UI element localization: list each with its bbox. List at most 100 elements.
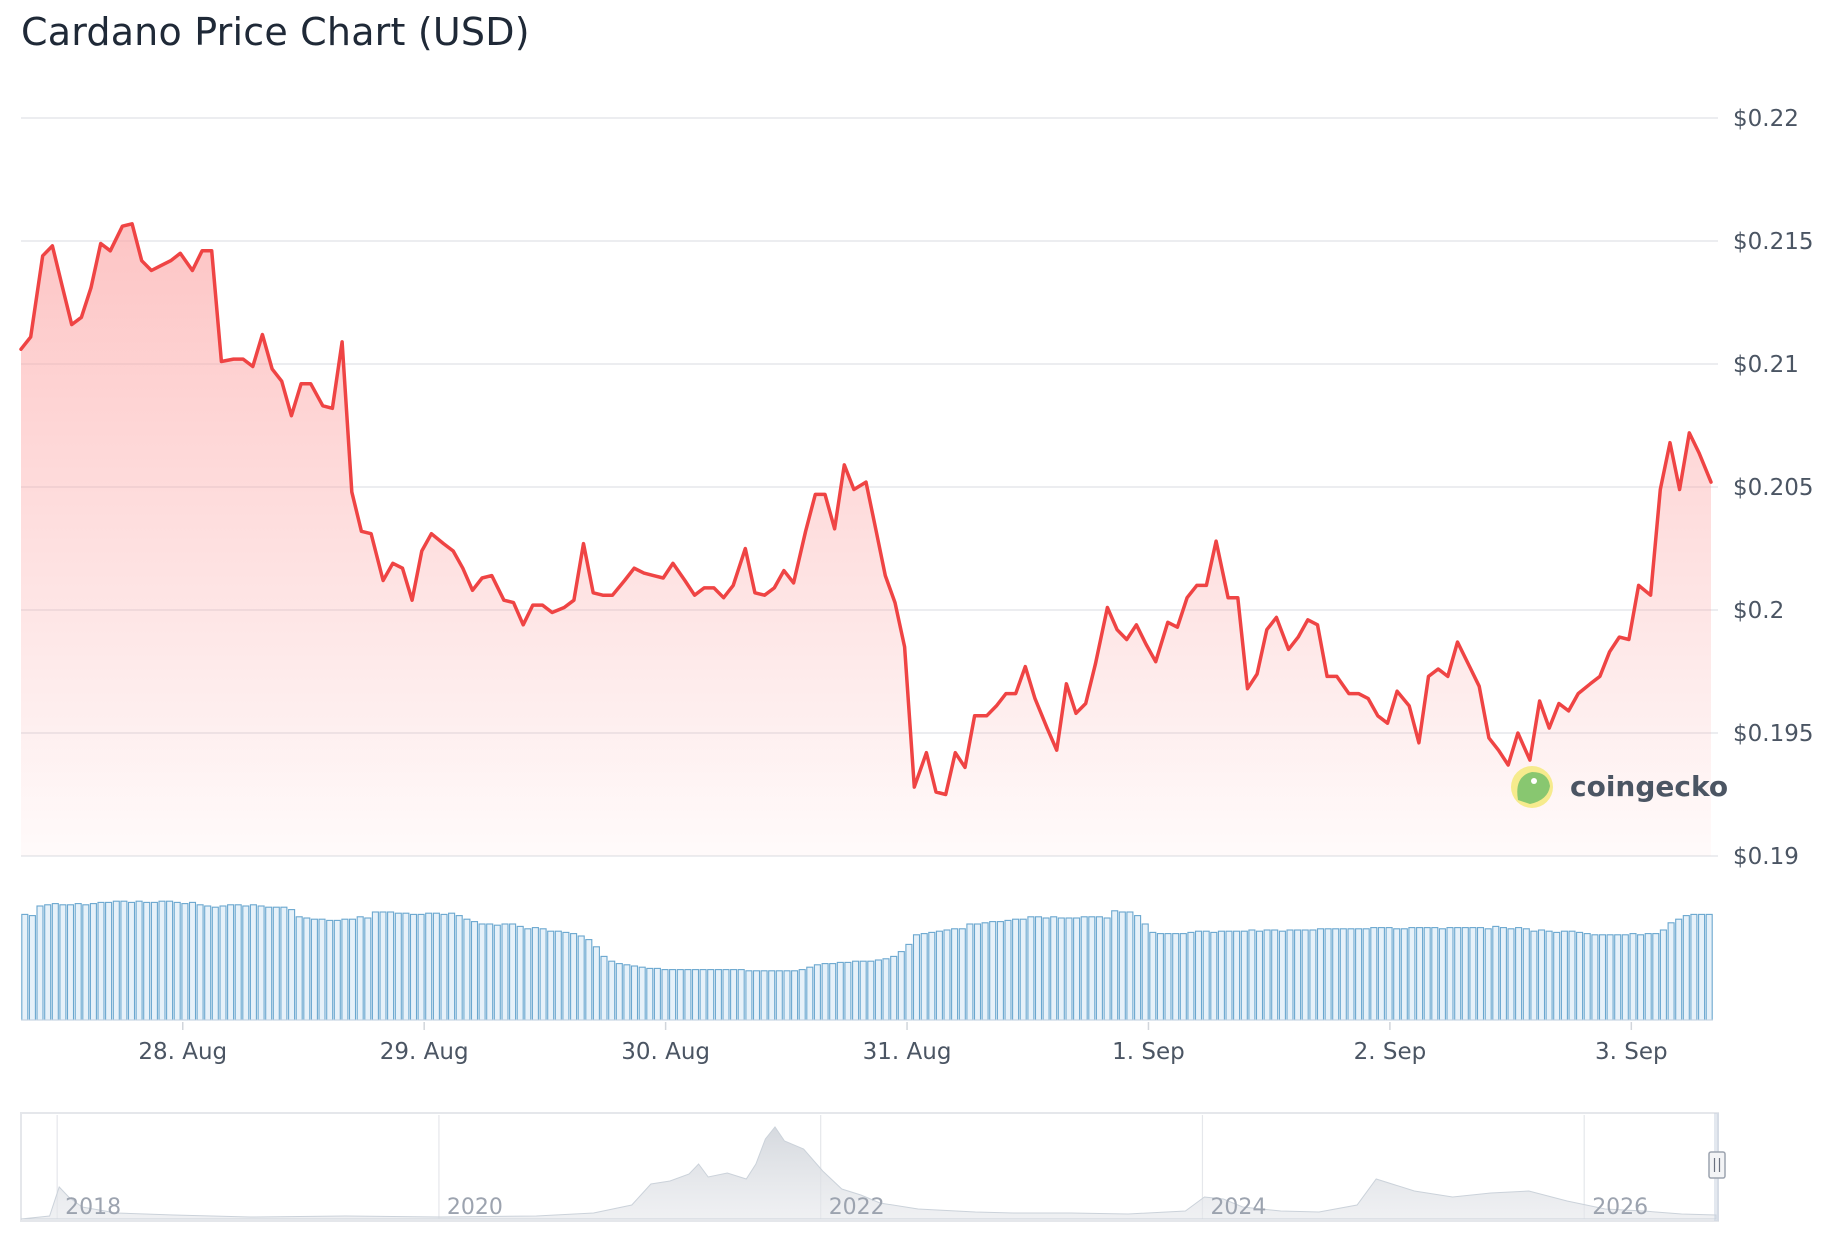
volume-bar — [775, 970, 783, 1021]
navigator-year-label: 2018 — [65, 1195, 121, 1220]
volume-bar — [897, 951, 905, 1021]
volume-bar — [280, 906, 288, 1021]
volume-bar — [1644, 933, 1652, 1021]
volume-bar — [1194, 930, 1203, 1021]
volume-bar — [394, 912, 402, 1021]
volume-bar — [448, 912, 456, 1021]
volume-bar — [973, 923, 982, 1021]
volume-bar — [1255, 930, 1264, 1021]
volume-bar — [1431, 927, 1439, 1021]
volume-bar — [1690, 913, 1698, 1021]
volume-bar — [661, 969, 669, 1021]
volume-bar — [676, 969, 684, 1021]
navigator-handle[interactable] — [1708, 1151, 1726, 1179]
volume-bar — [242, 905, 250, 1021]
volume-bar — [1012, 918, 1020, 1021]
volume-bar — [1240, 930, 1248, 1021]
volume-bar — [707, 969, 715, 1021]
volume-bar — [97, 901, 105, 1021]
volume-bar — [554, 930, 562, 1021]
watermark-text: coingecko — [1570, 770, 1728, 803]
volume-bar — [1263, 929, 1271, 1021]
volume-bar — [1050, 916, 1058, 1021]
volume-bar — [1316, 928, 1325, 1021]
volume-bar — [470, 921, 479, 1021]
volume-bar — [1004, 919, 1012, 1021]
volume-bar — [730, 969, 738, 1021]
volume-bar — [1042, 917, 1050, 1021]
volume-bar — [1515, 927, 1523, 1021]
volume-bar — [859, 960, 867, 1021]
handle-grip-icon[interactable] — [1708, 1151, 1726, 1179]
volume-bar — [669, 969, 677, 1021]
volume-bar — [684, 969, 692, 1021]
volume-bar — [1370, 927, 1378, 1021]
volume-bar — [219, 905, 227, 1021]
volume-bar — [1149, 931, 1157, 1021]
volume-bar — [1088, 916, 1096, 1021]
volume-bar — [829, 963, 837, 1021]
volume-bar — [882, 958, 890, 1021]
volume-bar — [44, 904, 52, 1021]
volume-bar — [1080, 916, 1088, 1021]
volume-bar — [1103, 917, 1111, 1021]
volume-bar — [143, 901, 151, 1021]
volume-bar — [1324, 928, 1332, 1021]
volume-bar — [905, 943, 913, 1021]
volume-bar — [51, 903, 59, 1021]
volume-bar — [691, 969, 700, 1021]
volume-bar — [341, 918, 349, 1021]
volume-bar — [356, 916, 364, 1021]
volume-bar — [791, 970, 799, 1021]
volume-bar — [150, 901, 158, 1021]
volume-bar — [615, 963, 623, 1021]
y-tick-label: $0.195 — [1733, 721, 1813, 747]
navigator-labels: 2018 2020 2022 2024 2026 — [65, 1195, 1648, 1220]
volume-bar — [135, 900, 143, 1021]
volume-bar — [874, 959, 882, 1021]
volume-bar — [173, 901, 181, 1021]
volume-bar — [1271, 929, 1279, 1021]
volume-bar — [1476, 927, 1485, 1021]
volume-bar — [1202, 930, 1210, 1021]
volume-bar — [1545, 930, 1553, 1021]
x-tick-label: 29. Aug — [380, 1039, 469, 1065]
volume-bar — [1126, 911, 1134, 1021]
volume-bar — [1522, 928, 1530, 1021]
volume-bar — [852, 960, 860, 1021]
volume-bar — [844, 961, 852, 1021]
volume-bar — [1461, 927, 1469, 1021]
navigator[interactable]: 2018 2020 2022 2024 2026 — [20, 1112, 1726, 1222]
volume-bar — [516, 925, 524, 1021]
volume-bar — [1377, 927, 1385, 1021]
volume-bar — [1034, 916, 1043, 1021]
volume-bar — [432, 912, 440, 1021]
volume-bar — [59, 904, 67, 1021]
volume-bar — [890, 955, 898, 1021]
navigator-year-label: 2026 — [1592, 1195, 1648, 1220]
volume-bar — [996, 921, 1004, 1021]
volume-bar — [1446, 927, 1454, 1021]
x-tick-label: 3. Sep — [1595, 1039, 1668, 1065]
coingecko-watermark: coingecko — [1511, 766, 1728, 808]
volume-bar — [1301, 929, 1309, 1021]
volume-bar — [638, 966, 646, 1021]
volume-bar — [1355, 928, 1363, 1021]
volume-bar — [981, 922, 989, 1021]
volume-bar — [295, 916, 303, 1021]
volume-bar — [234, 904, 242, 1021]
volume-bar — [821, 963, 829, 1021]
volume-bar — [813, 964, 821, 1021]
volume-bar — [577, 935, 585, 1021]
volume-bar — [1530, 930, 1538, 1021]
volume-bar — [1248, 929, 1256, 1021]
volume-bar — [1065, 917, 1073, 1021]
volume-bar — [166, 900, 174, 1021]
price-line — [19, 222, 1713, 797]
volume-bar — [82, 904, 90, 1021]
volume-bar — [265, 906, 273, 1021]
volume-bar — [28, 915, 36, 1021]
volume-bar — [745, 970, 753, 1021]
volume-bar — [1614, 934, 1622, 1021]
volume-bar — [608, 960, 616, 1021]
